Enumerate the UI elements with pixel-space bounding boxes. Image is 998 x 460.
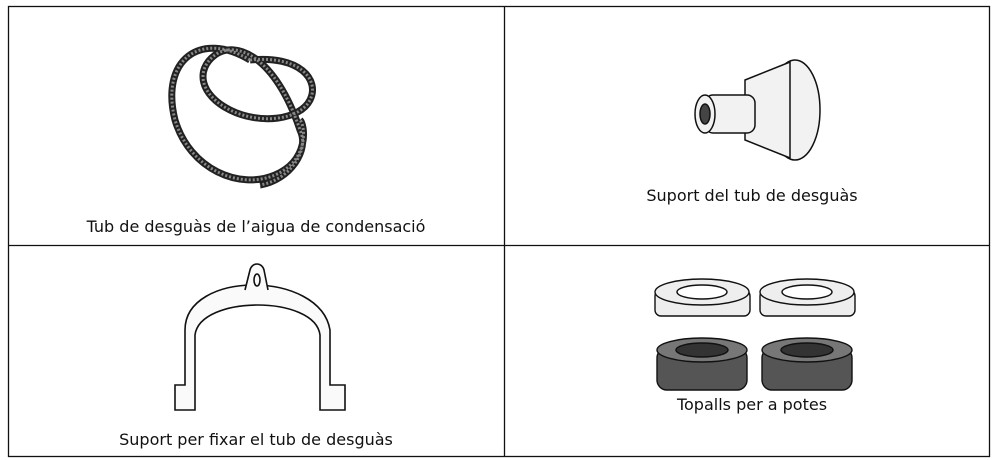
caption: Suport per fixar el tub de desguàs [119,430,393,449]
caption: Suport del tub de desguàs [646,186,858,205]
bracket-illustration [174,263,346,411]
table-borders [7,5,991,458]
hose-illustration [168,44,316,189]
feet-illustration [654,278,856,391]
caption: Topalls per a potes [676,395,828,414]
nozzle-illustration [694,59,821,161]
caption: Tub de desguàs de l’aigua de condensació [86,217,426,236]
